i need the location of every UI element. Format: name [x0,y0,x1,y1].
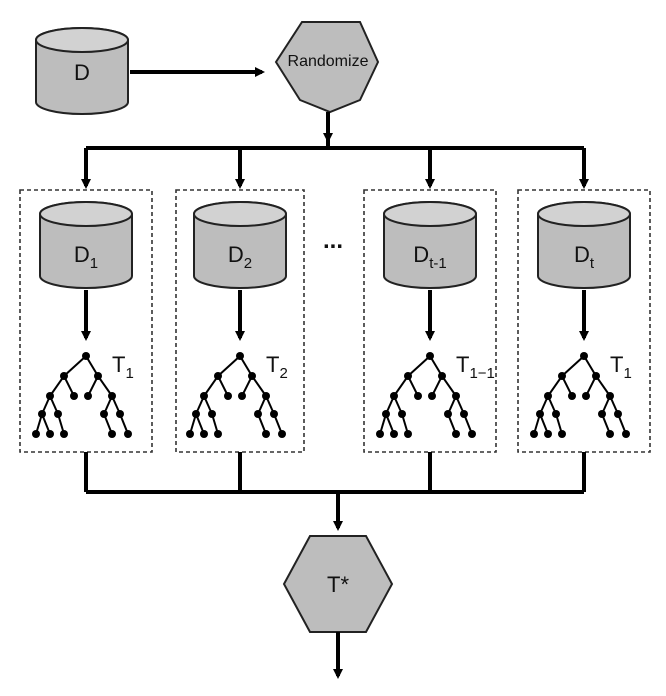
subset-cylinder-4: Dt [537,201,631,289]
partition-box-2 [175,189,305,453]
tree-label-3: T1−1 [456,352,495,382]
randomize-heptagon: Randomize [274,21,380,114]
subset-label-1: D1 [74,242,98,272]
partition-box-4 [517,189,651,453]
subset-cylinder-1: D1 [39,201,133,289]
input-dataset-cylinder: D [35,27,129,115]
partition-box-3 [363,189,497,453]
decision-tree-icon-3 [376,352,476,438]
partition-box-1 [19,189,153,453]
tree-label-4: T1 [610,352,632,382]
decision-tree-icon-1 [32,352,132,438]
partition-1: D1 T1 [19,189,153,453]
output-label: T* [327,572,349,597]
decision-tree-icon-2 [186,352,286,438]
tree-label-1: T1 [112,352,134,382]
subset-label-4: Dt [574,242,595,272]
tree-label-2: T2 [266,352,288,382]
input-dataset-label: D [74,60,90,85]
subset-label-2: D2 [228,242,252,272]
output-hexagon: T* [282,535,394,633]
partition-3: Dt-1 T1−1 [363,189,497,453]
partition-4: Dt T1 [517,189,651,453]
partition-2: D2 T2 [175,189,305,453]
decision-tree-icon-4 [530,352,630,438]
ellipsis-dots: ... [323,227,343,254]
subset-cylinder-3: Dt-1 [383,201,477,289]
randomize-label: Randomize [288,53,369,70]
subset-cylinder-2: D2 [193,201,287,289]
subset-label-3: Dt-1 [413,242,446,272]
